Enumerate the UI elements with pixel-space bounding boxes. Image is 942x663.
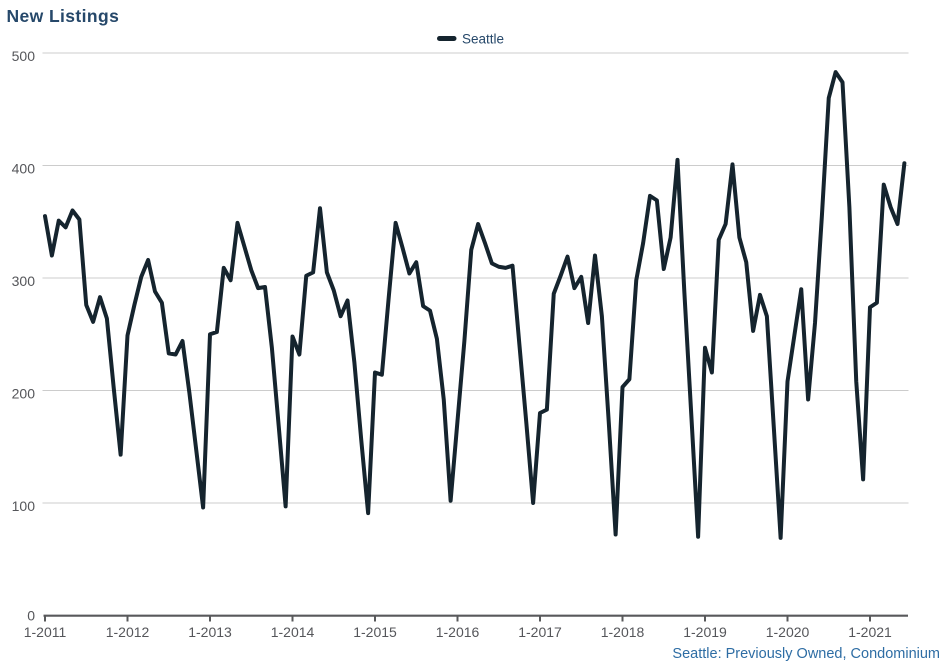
svg-text:1-2012: 1-2012 bbox=[106, 624, 150, 640]
svg-text:1-2013: 1-2013 bbox=[188, 624, 232, 640]
svg-text:1-2021: 1-2021 bbox=[848, 624, 892, 640]
svg-text:1-2016: 1-2016 bbox=[436, 624, 480, 640]
svg-text:1-2018: 1-2018 bbox=[601, 624, 645, 640]
svg-text:200: 200 bbox=[12, 386, 36, 402]
svg-text:100: 100 bbox=[12, 498, 36, 514]
svg-text:Seattle: Previously Owned, Con: Seattle: Previously Owned, Condominium bbox=[672, 646, 940, 662]
svg-text:1-2020: 1-2020 bbox=[766, 624, 810, 640]
svg-text:1-2014: 1-2014 bbox=[271, 624, 315, 640]
svg-text:Seattle: Seattle bbox=[462, 32, 504, 47]
svg-text:400: 400 bbox=[12, 161, 36, 177]
svg-text:1-2011: 1-2011 bbox=[24, 624, 67, 640]
svg-text:0: 0 bbox=[27, 608, 35, 624]
svg-text:300: 300 bbox=[12, 273, 36, 289]
svg-text:1-2015: 1-2015 bbox=[353, 624, 397, 640]
svg-text:1-2017: 1-2017 bbox=[518, 624, 562, 640]
svg-text:1-2019: 1-2019 bbox=[683, 624, 727, 640]
svg-text:New Listings: New Listings bbox=[7, 6, 120, 26]
svg-text:500: 500 bbox=[12, 48, 36, 64]
